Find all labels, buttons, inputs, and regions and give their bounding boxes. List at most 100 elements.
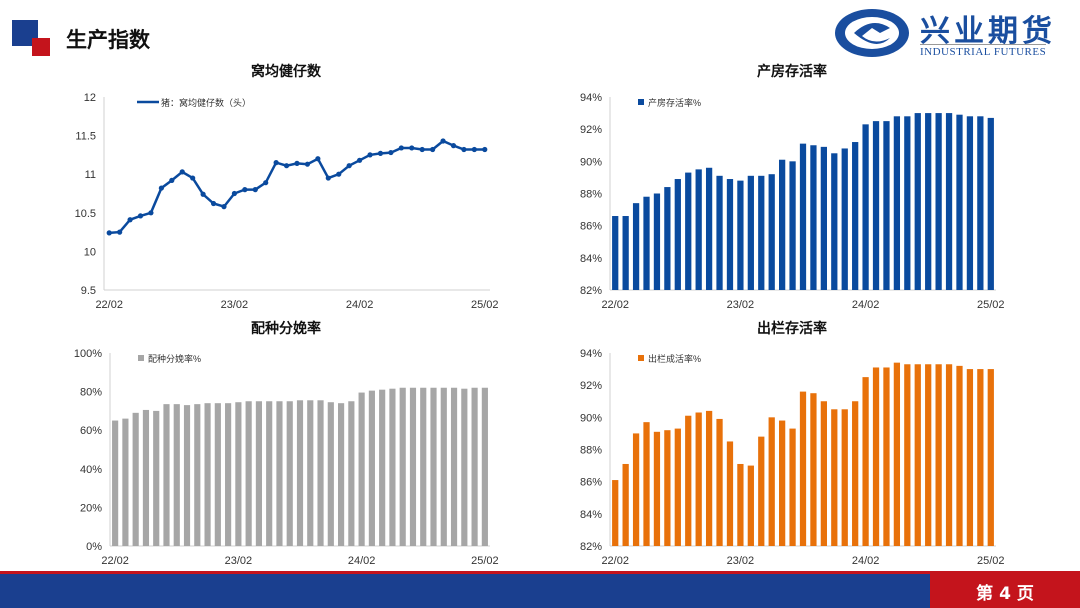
bar — [956, 365, 963, 546]
data-point — [461, 146, 467, 153]
y-tick-label: 92% — [580, 380, 602, 392]
y-tick-label: 40% — [80, 464, 102, 476]
bar — [296, 400, 304, 546]
x-tick-label: 25/02 — [977, 555, 1005, 567]
bar — [348, 401, 355, 546]
data-point — [158, 185, 164, 191]
bar — [368, 390, 375, 546]
data-point — [148, 210, 154, 216]
bar — [266, 401, 273, 546]
logo-square-red — [32, 38, 50, 56]
bar — [935, 113, 942, 290]
y-tick-label: 0% — [86, 541, 102, 553]
bar — [379, 389, 386, 546]
data-point — [179, 169, 185, 175]
data-point — [294, 160, 300, 166]
bar — [872, 367, 880, 546]
y-tick-label: 84% — [580, 253, 602, 265]
bar — [716, 175, 723, 290]
bar — [705, 167, 713, 290]
data-point — [336, 171, 342, 177]
bar — [612, 480, 619, 546]
bar — [716, 418, 723, 546]
bar — [726, 179, 734, 290]
y-tick-label: 12 — [84, 92, 96, 104]
bar — [685, 172, 692, 290]
data-point — [409, 145, 415, 151]
data-point — [367, 152, 373, 158]
bar — [758, 436, 765, 546]
bar — [481, 387, 488, 546]
x-tick-label: 24/02 — [852, 299, 880, 311]
data-point — [106, 230, 112, 236]
bar — [132, 412, 139, 546]
bar — [935, 364, 942, 546]
bar — [789, 428, 796, 546]
data-point — [450, 143, 457, 149]
y-tick-label: 84% — [580, 509, 602, 521]
bar — [163, 404, 170, 546]
bar — [471, 387, 478, 546]
bar — [430, 387, 437, 546]
y-tick-label: 9.5 — [81, 285, 96, 297]
bar — [747, 465, 754, 546]
chart-title-breeding: 配种分娩率 — [251, 321, 321, 337]
bar — [987, 369, 994, 546]
logo-emblem-icon — [835, 9, 909, 57]
legend-label: 配种分娩率% — [148, 353, 201, 364]
bar — [705, 410, 713, 546]
bar — [956, 114, 963, 290]
data-point — [346, 163, 352, 169]
bar — [358, 392, 365, 546]
data-point — [231, 190, 238, 197]
bar — [317, 400, 324, 546]
y-tick-label: 11 — [85, 169, 96, 181]
page-number: 第 4 页 — [930, 574, 1080, 608]
bar — [852, 142, 859, 290]
legend-label: 猪：窝均健仔数（头） — [161, 97, 251, 108]
bar — [450, 387, 458, 546]
x-tick-label: 22/02 — [101, 555, 129, 567]
x-tick-label: 23/02 — [225, 555, 253, 567]
data-point — [283, 163, 290, 169]
x-tick-label: 24/02 — [348, 555, 376, 567]
data-point — [430, 146, 436, 153]
bar — [768, 417, 775, 546]
y-tick-label: 60% — [80, 425, 102, 437]
bar — [399, 387, 406, 546]
data-point — [263, 180, 269, 186]
bar — [409, 387, 417, 546]
bar — [925, 113, 932, 290]
footer-strip — [0, 571, 1080, 574]
bar — [142, 409, 150, 546]
bar — [653, 193, 661, 290]
bar — [420, 387, 427, 546]
footer-bar — [0, 574, 1080, 608]
chart-title-litter: 窝均健仔数 — [251, 64, 321, 80]
bar — [276, 401, 283, 546]
bar — [799, 143, 807, 290]
data-point — [169, 177, 175, 183]
legend-swatch — [638, 99, 644, 105]
bar — [685, 415, 692, 546]
bar — [820, 146, 827, 290]
data-point — [388, 149, 394, 156]
bar — [831, 409, 838, 546]
bar — [255, 401, 262, 546]
bar — [883, 121, 890, 290]
bar — [799, 391, 807, 546]
bar — [810, 145, 817, 290]
bar — [622, 216, 629, 290]
x-tick-label: 24/02 — [852, 555, 880, 567]
company-logo: 兴业期货 INDUSTRIAL FUTURES — [832, 6, 1072, 60]
bar — [653, 431, 661, 546]
bar — [904, 364, 911, 546]
bar — [643, 196, 650, 290]
y-tick-label: 90% — [580, 412, 602, 424]
bar — [977, 369, 984, 546]
bar — [286, 401, 293, 546]
y-tick-label: 80% — [80, 387, 102, 399]
bar — [389, 388, 396, 546]
data-point — [315, 156, 321, 162]
